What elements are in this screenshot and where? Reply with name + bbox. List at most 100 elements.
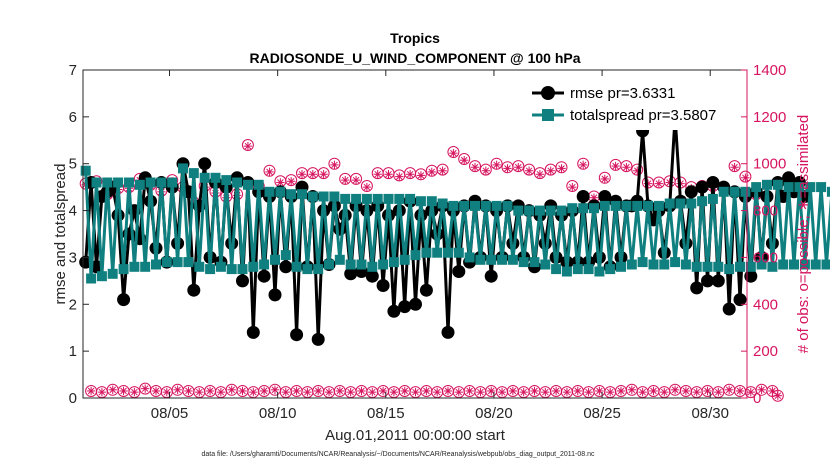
totalspread-marker (313, 264, 324, 275)
assimilated-obs-marker (389, 387, 399, 397)
assimilated-obs-marker (627, 385, 637, 394)
y-tick-label-left: 7 (69, 62, 77, 79)
totalspread-marker (783, 182, 794, 193)
assimilated-obs-marker (195, 387, 204, 397)
possible-obs-marker (771, 389, 784, 402)
x-axis-label: Aug.01,2011 00:00:00 start (325, 427, 506, 444)
y-tick-label-right: 1400 (753, 62, 786, 79)
totalspread-marker (334, 254, 345, 265)
totalspread-marker (762, 179, 772, 190)
rmse-marker (701, 274, 714, 288)
totalspread-marker (453, 247, 464, 258)
totalspread-marker (621, 200, 632, 211)
totalspread-marker (356, 259, 367, 270)
y-tick-label-left: 2 (69, 296, 77, 313)
y-tick-label-right: 600 (753, 249, 778, 266)
assimilated-obs-marker (378, 386, 388, 396)
assimilated-obs-marker (470, 163, 480, 172)
totalspread-marker (540, 259, 551, 270)
rmse-marker (419, 283, 433, 297)
totalspread-marker (372, 193, 383, 204)
totalspread-marker (124, 177, 134, 188)
totalspread-marker (659, 259, 670, 270)
totalspread-marker (259, 259, 270, 270)
totalspread-marker (718, 186, 729, 197)
totalspread-marker (156, 177, 167, 188)
assimilated-obs-marker (395, 172, 404, 181)
totalspread-marker (518, 257, 529, 268)
assimilated-obs-marker (649, 386, 658, 396)
totalspread-marker (426, 196, 437, 207)
totalspread-marker (464, 252, 475, 263)
x-tick-label: 08/05 (151, 405, 189, 422)
assimilated-obs-marker (97, 387, 107, 397)
totalspread-marker (826, 186, 830, 197)
legend-totalspread-label: totalspread pr=3.5807 (570, 107, 716, 124)
legend: rmse pr=3.6331 totalspread pr=3.5807 (528, 80, 738, 130)
possible-obs-marker (447, 146, 460, 158)
assimilated-obs-marker (411, 387, 420, 397)
assimilated-obs-marker (270, 385, 280, 394)
assimilated-obs-marker (508, 386, 518, 396)
assimilated-obs-marker (205, 386, 215, 396)
totalspread-marker (302, 264, 313, 275)
totalspread-marker (378, 259, 389, 270)
totalspread-marker (497, 254, 508, 265)
assimilated-obs-marker (422, 386, 431, 396)
rmse-marker (290, 328, 304, 342)
rmse-marker (387, 304, 401, 318)
assimilated-obs-marker (546, 166, 555, 175)
totalspread-marker (264, 186, 275, 197)
assimilated-obs-marker (368, 387, 377, 397)
assimilated-obs-marker (600, 174, 609, 184)
y-tick-label-left: 3 (69, 249, 77, 266)
totalspread-marker (475, 254, 486, 265)
totalspread-marker (145, 177, 156, 188)
totalspread-marker (199, 172, 210, 183)
totalspread-marker (486, 254, 497, 265)
totalspread-marker (691, 261, 702, 272)
assimilated-obs-marker (584, 387, 593, 397)
assimilated-obs-marker (373, 170, 382, 179)
assimilated-obs-marker (724, 385, 734, 394)
assimilated-obs-marker (86, 386, 96, 396)
totalspread-marker (751, 182, 762, 193)
totalspread-marker (686, 198, 697, 209)
assimilated-obs-marker (427, 167, 436, 177)
possible-obs-marker (469, 160, 481, 173)
assimilated-obs-marker (616, 386, 626, 396)
y-axis-label-right: # of obs: o=possible; ∗=assimilated (795, 115, 812, 354)
rmse-marker (733, 293, 747, 307)
assimilated-obs-marker (454, 387, 463, 397)
totalspread-marker (810, 259, 821, 270)
possible-obs-marker (728, 160, 741, 173)
rmse-marker (311, 332, 325, 346)
totalspread-marker (702, 261, 713, 272)
totalspread-marker (513, 205, 524, 216)
y-tick-label-left: 6 (69, 109, 77, 126)
y-tick-label-right: 400 (753, 296, 778, 313)
totalspread-marker (367, 261, 378, 272)
assimilated-obs-marker (362, 182, 372, 192)
assimilated-obs-marker (503, 164, 512, 173)
assimilated-obs-marker (416, 171, 426, 180)
assimilated-obs-marker (303, 387, 312, 397)
legend-rmse-label: rmse pr=3.6331 (570, 85, 675, 102)
totalspread-marker (648, 259, 659, 270)
totalspread-marker (572, 264, 583, 275)
rmse-marker (279, 260, 293, 274)
totalspread-marker (589, 203, 599, 214)
assimilated-obs-marker (184, 386, 193, 396)
possible-obs-marker (533, 167, 546, 180)
possible-obs-marker (360, 180, 373, 192)
assimilated-obs-marker (670, 385, 680, 394)
assimilated-obs-marker (308, 170, 318, 179)
assimilated-obs-marker (324, 387, 334, 397)
possible-obs-marker (414, 168, 427, 181)
assimilated-obs-marker (465, 386, 474, 396)
x-tick-label: 08/20 (475, 405, 513, 422)
assimilated-obs-marker (573, 386, 582, 396)
legend-rmse-marker (541, 86, 555, 100)
totalspread-marker (653, 200, 664, 211)
totalspread-marker (675, 198, 686, 209)
